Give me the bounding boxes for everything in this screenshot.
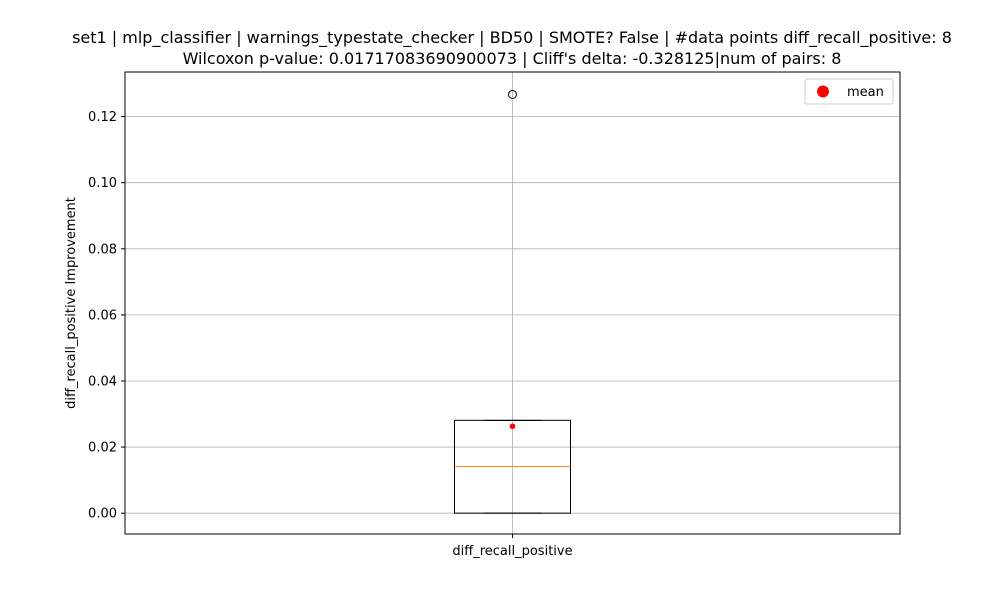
grid-lines — [125, 72, 900, 534]
outlier-point — [508, 89, 517, 99]
legend: mean — [804, 78, 894, 105]
chart-title-line-1: set1 | mlp_classifier | warnings_typesta… — [72, 28, 952, 48]
y-axis-ticks: 0.00 0.02 0.04 0.06 0.08 0.10 0.12 — [88, 110, 125, 522]
y-tick-label: 0.08 — [88, 242, 117, 257]
chart-title-line-2: Wilcoxon p-value: 0.01717083690900073 | … — [183, 49, 842, 68]
box-group — [454, 89, 571, 514]
legend-mean-marker — [817, 85, 829, 98]
y-tick-label: 0.04 — [88, 374, 117, 389]
y-tick-label: 0.10 — [88, 176, 117, 191]
x-tick-label: diff_recall_positive — [452, 544, 572, 559]
y-tick-label: 0.06 — [88, 308, 117, 323]
y-axis-label: diff_recall_positive Improvement — [64, 197, 79, 409]
legend-frame — [804, 78, 894, 105]
y-tick-label: 0.12 — [88, 110, 117, 125]
legend-mean-label: mean — [847, 85, 884, 100]
y-tick-label: 0.00 — [88, 507, 117, 522]
y-tick-label: 0.02 — [88, 441, 117, 456]
mean-marker — [509, 423, 516, 430]
plot-area-frame — [124, 71, 901, 535]
x-axis-ticks: diff_recall_positive — [452, 534, 573, 559]
